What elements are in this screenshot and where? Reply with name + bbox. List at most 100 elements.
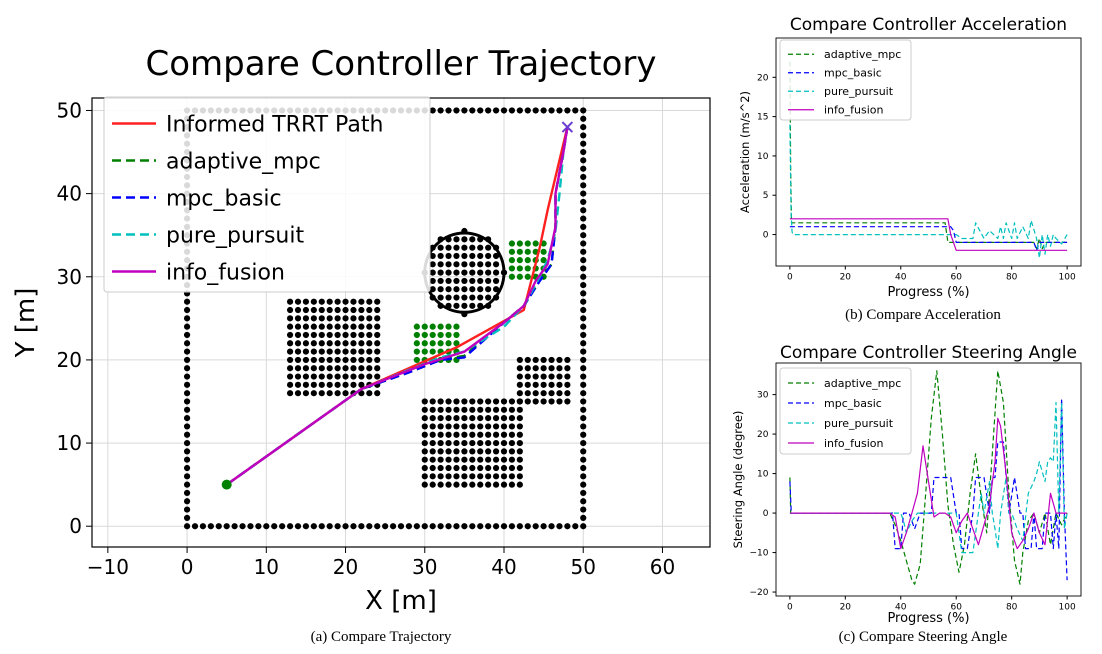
square-obstacle-dot [326, 323, 333, 330]
square-obstacle-dot [342, 373, 349, 380]
square-obstacle-dot [469, 415, 476, 422]
square-obstacle-dot [294, 381, 302, 388]
boundary-dot [263, 523, 270, 530]
x-tick-label: 20 [840, 603, 852, 613]
square-obstacle-dot [540, 390, 547, 397]
square-obstacle-dot [524, 365, 531, 372]
boundary-dot [310, 523, 317, 530]
green-obstacle-dot [413, 340, 420, 347]
square-obstacle-dot [358, 381, 365, 388]
square-obstacle-dot [437, 473, 444, 480]
green-obstacle-dot [516, 257, 523, 264]
square-obstacle-dot [358, 331, 365, 339]
square-obstacle-dot [366, 315, 373, 322]
square-obstacle-dot [326, 373, 333, 380]
x-tick-label: 30 [412, 555, 437, 579]
square-obstacle-dot [477, 423, 484, 430]
circle-obstacle-dot [469, 277, 476, 285]
boundary-dot [580, 124, 587, 131]
square-obstacle-dot [540, 398, 547, 405]
circle-obstacle-dot [469, 286, 476, 293]
legend-label-info_fusion: info_fusion [166, 260, 285, 285]
x-tick-label: 0 [181, 555, 194, 579]
square-obstacle-dot [540, 356, 547, 364]
boundary-dot [183, 365, 191, 372]
boundary-dot [548, 523, 555, 530]
boundary-dot [183, 323, 191, 330]
square-obstacle-dot [445, 406, 452, 413]
square-obstacle-dot [437, 406, 444, 413]
square-obstacle-dot [453, 464, 460, 472]
square-obstacle-dot [500, 464, 508, 472]
square-obstacle-dot [548, 398, 555, 405]
legend-label-pure_pursuit: pure_pursuit [824, 85, 894, 98]
square-obstacle-dot [516, 481, 523, 488]
boundary-dot [580, 481, 587, 488]
green-obstacle-dot [524, 257, 531, 264]
circle-obstacle-dot [477, 244, 484, 251]
boundary-dot [580, 248, 587, 255]
square-obstacle-dot [342, 390, 349, 397]
circle-obstacle-dot [492, 261, 500, 268]
boundary-dot [532, 523, 539, 530]
square-obstacle-dot [302, 356, 310, 364]
square-obstacle-dot [461, 406, 468, 413]
square-obstacle-dot [350, 373, 357, 380]
square-obstacle-dot [437, 439, 444, 447]
circle-obstacle-dot [485, 294, 492, 301]
square-obstacle-dot [485, 448, 492, 455]
boundary-dot [580, 398, 587, 405]
square-obstacle-dot [294, 373, 302, 380]
square-obstacle-dot [286, 331, 294, 339]
boundary-dot [580, 157, 587, 164]
square-obstacle-dot [342, 298, 349, 305]
square-obstacle-dot [556, 381, 563, 388]
square-obstacle-dot [500, 423, 508, 430]
circle-obstacle-dot [453, 286, 460, 293]
square-obstacle-dot [334, 331, 341, 339]
square-obstacle-dot [453, 439, 460, 447]
circle-obstacle-dot [437, 244, 444, 251]
green-obstacle-dot [508, 248, 516, 255]
goal-marker [561, 121, 574, 133]
square-obstacle-dot [532, 356, 539, 364]
boundary-dot [508, 523, 516, 530]
circle-obstacle-dot [485, 261, 492, 268]
square-obstacle-dot [302, 340, 310, 347]
circle-obstacle-dot [429, 252, 436, 260]
square-obstacle-dot [437, 448, 444, 455]
boundary-dot [580, 456, 587, 463]
y-tick-label: 5 [763, 191, 769, 201]
square-obstacle-dot [492, 439, 500, 447]
square-obstacle-dot [516, 373, 523, 380]
legend-box [779, 367, 912, 455]
square-obstacle-dot [516, 356, 523, 364]
square-obstacle-dot [477, 415, 484, 422]
square-obstacle-dot [326, 390, 333, 397]
boundary-dot [183, 506, 191, 513]
boundary-dot [183, 306, 191, 314]
square-obstacle-dot [310, 298, 317, 305]
square-obstacle-dot [524, 390, 531, 397]
y-tick-label: 0 [69, 514, 82, 538]
square-obstacle-dot [310, 340, 317, 347]
boundary-dot [445, 523, 452, 530]
boundary-dot [580, 473, 587, 480]
green-obstacle-dot [413, 348, 420, 355]
boundary-dot [302, 523, 310, 530]
y-tick-label: 10 [757, 152, 769, 162]
square-obstacle-dot [564, 356, 571, 364]
square-obstacle-dot [500, 448, 508, 455]
circle-obstacle-dot [437, 252, 444, 260]
square-obstacle-dot [437, 481, 444, 488]
square-obstacle-dot [302, 381, 310, 388]
green-obstacle-dot [437, 331, 444, 339]
square-obstacle-dot [469, 464, 476, 472]
square-obstacle-dot [302, 373, 310, 380]
boundary-dot [239, 523, 246, 530]
square-obstacle-dot [358, 306, 365, 314]
square-obstacle-dot [508, 473, 516, 480]
circle-obstacle-dot [453, 302, 460, 309]
square-obstacle-dot [445, 398, 452, 405]
